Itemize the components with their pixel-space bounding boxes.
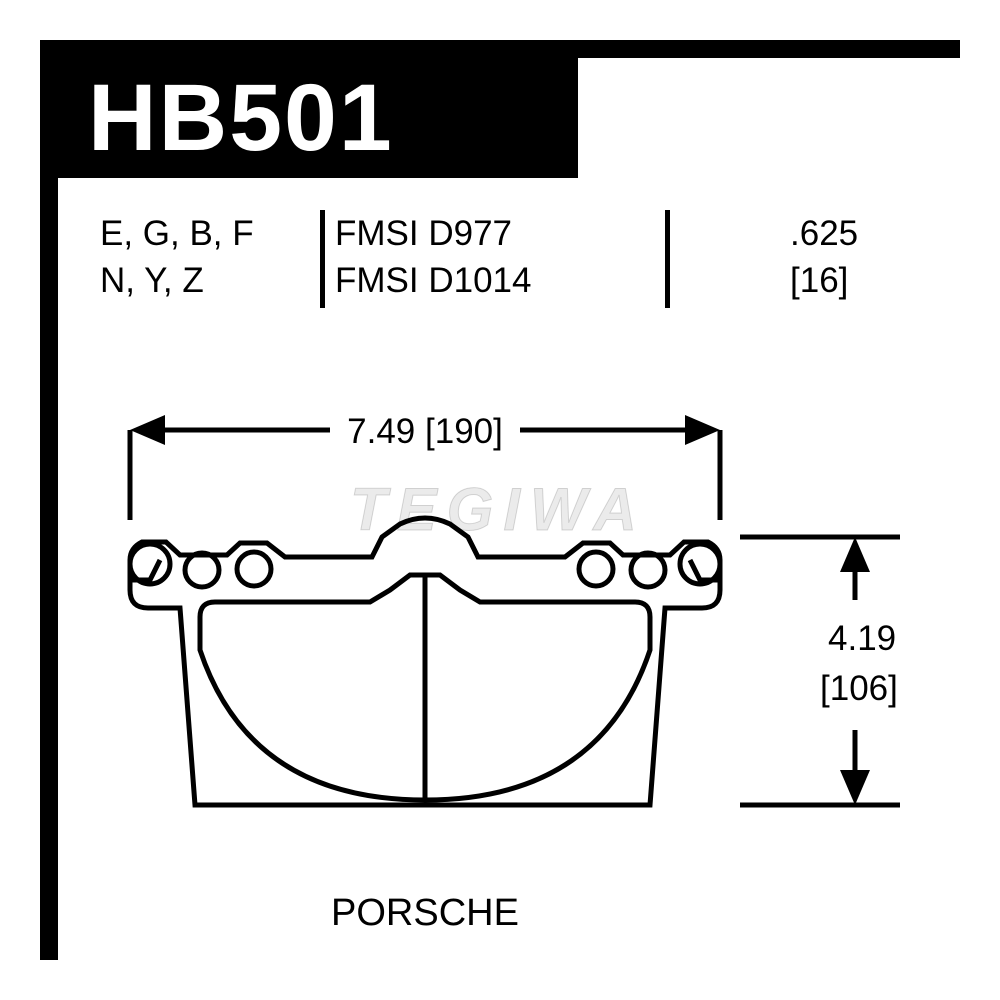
height-dimension: 4.19 [106]: [740, 537, 900, 805]
height-mm: [106]: [820, 669, 898, 708]
height-inches: 4.19: [828, 619, 896, 658]
width-inches: 7.49 [190]: [347, 412, 503, 451]
width-dimension: 7.49 [190]: [130, 412, 720, 520]
vehicle-label: PORSCHE: [331, 892, 519, 934]
brake-pad-diagram: 7.49 [190] 4.19 [106] PORSCHE: [0, 0, 1000, 1000]
